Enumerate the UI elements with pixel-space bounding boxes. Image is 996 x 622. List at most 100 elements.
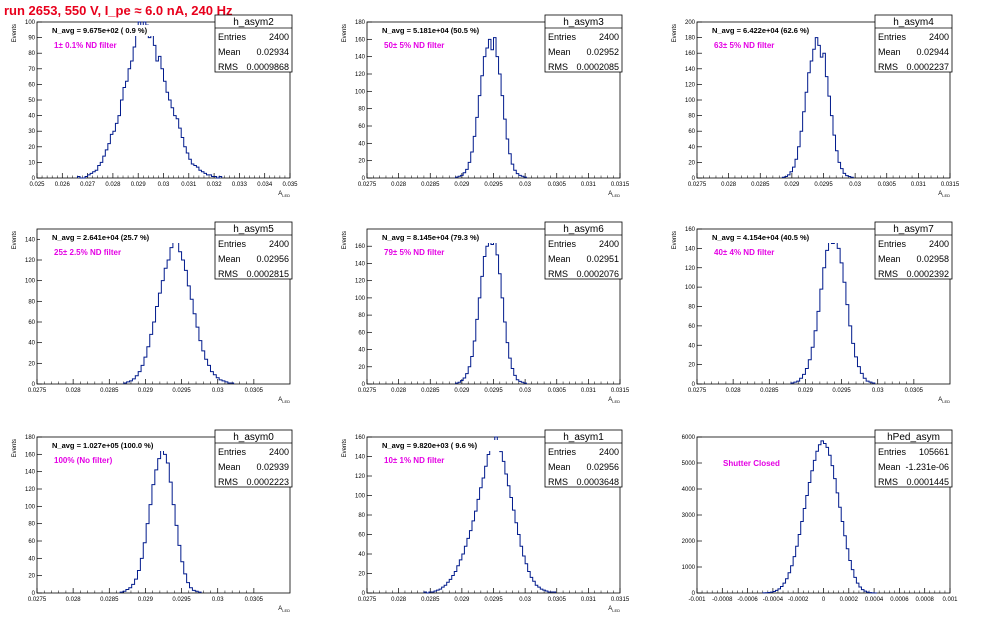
x-tick-label: 0.0305 (878, 182, 897, 188)
filter-annotation: 25± 2.5% ND filter (54, 248, 121, 257)
x-tick-label: 0.03 (872, 388, 884, 394)
y-tick-label: 40 (28, 556, 35, 562)
stats-label: RMS (878, 269, 898, 279)
x-tick-label: 0.029 (784, 182, 800, 188)
stats-box (214, 221, 293, 280)
x-tick-label: 0.001 (942, 597, 958, 603)
y-tick-label: 40 (358, 348, 365, 354)
y-tick-label: 20 (358, 572, 365, 578)
stats-value: 2400 (599, 32, 619, 42)
histogram-line (781, 37, 854, 178)
y-tick-label: 180 (355, 20, 366, 26)
y-tick-label: 70 (28, 67, 35, 73)
y-tick-label: 40 (688, 145, 695, 151)
y-tick-label: 140 (355, 455, 366, 461)
y-tick-label: 120 (25, 258, 36, 264)
x-tick-label: 0.029 (454, 182, 470, 188)
x-tick-label: 0.0285 (100, 388, 119, 394)
x-axis-label: ALED (278, 397, 290, 404)
x-axis-label: ALED (608, 606, 620, 613)
x-tick-label: 0.0285 (421, 182, 440, 188)
x-tick-label: -0.0006 (737, 597, 758, 603)
y-tick-label: 40 (358, 141, 365, 147)
y-tick-label: 100 (25, 20, 36, 26)
x-axis-label: ALED (938, 191, 950, 198)
x-tick-label: 0.0285 (421, 388, 440, 394)
y-tick-label: 160 (355, 37, 366, 43)
x-tick-label: -0.0008 (712, 597, 733, 603)
x-tick-label: 0.03 (212, 388, 224, 394)
histogram-line (423, 436, 556, 594)
x-tick-label: 0 (822, 597, 826, 603)
y-tick-label: 60 (28, 82, 35, 88)
y-tick-label: 200 (685, 20, 696, 26)
y-tick-label: 80 (28, 299, 35, 305)
x-tick-label: 0.0295 (832, 388, 851, 394)
stats-value: 0.02951 (586, 254, 619, 264)
stats-value: 2400 (929, 239, 949, 249)
stats-box (544, 221, 623, 280)
x-tick-label: 0.03 (519, 182, 531, 188)
stats-value: -1.231e-06 (905, 462, 949, 472)
stats-value: 0.02952 (586, 47, 619, 57)
y-tick-label: 1000 (682, 565, 696, 571)
y-tick-label: 2000 (682, 539, 696, 545)
x-tick-label: 0.029 (131, 182, 147, 188)
y-tick-label: 40 (28, 114, 35, 120)
x-tick-label: 0.031 (181, 182, 197, 188)
stats-value: 2400 (269, 447, 289, 457)
y-tick-label: 100 (355, 494, 366, 500)
navg-box (700, 25, 848, 36)
y-tick-label: 140 (685, 246, 696, 252)
histogram-name: h_asym1 (563, 432, 604, 443)
x-tick-label: 0.029 (138, 597, 154, 603)
navg-box (40, 232, 188, 243)
stats-value: 2400 (269, 239, 289, 249)
x-tick-label: 0.0305 (905, 388, 924, 394)
x-tick-label: 0.03 (519, 597, 531, 603)
filter-annotation: 10± 1% ND filter (384, 456, 444, 465)
stats-value: 0.0002815 (246, 269, 289, 279)
x-tick-label: 0.0305 (245, 388, 264, 394)
y-tick-label: 100 (685, 98, 696, 104)
stats-value: 2400 (599, 239, 619, 249)
y-tick-label: 20 (688, 160, 695, 166)
navg-box (370, 440, 518, 451)
y-tick-label: 120 (355, 279, 366, 285)
stats-value: 0.02939 (256, 462, 289, 472)
histogram-line (76, 21, 223, 179)
x-tick-label: 0.0305 (548, 388, 567, 394)
x-tick-label: 0.03 (158, 182, 170, 188)
x-tick-label: 0.0295 (814, 182, 833, 188)
stats-label: RMS (878, 477, 898, 487)
navg-box (40, 25, 188, 36)
stats-box (874, 14, 953, 73)
stats-label: Mean (218, 462, 241, 472)
navg-text: N_avg = 9.820e+03 ( 9.6 %) (382, 441, 478, 450)
x-tick-label: 0.031 (911, 182, 927, 188)
y-tick-label: 60 (28, 320, 35, 326)
x-tick-label: 0.0295 (484, 388, 503, 394)
y-tick-label: 80 (28, 51, 35, 57)
x-tick-label: -0.0002 (788, 597, 809, 603)
y-tick-label: 60 (688, 324, 695, 330)
y-tick-label: 120 (25, 487, 36, 493)
x-tick-label: 0.03 (212, 597, 224, 603)
stats-label: Entries (218, 447, 247, 457)
stats-value: 0.0003648 (576, 477, 619, 487)
stats-label: Mean (218, 254, 241, 264)
y-tick-label: 140 (685, 67, 696, 73)
stats-label: Entries (548, 239, 577, 249)
y-tick-label: 140 (355, 55, 366, 61)
stats-value: 0.0002237 (906, 62, 949, 72)
x-tick-label: 0.028 (726, 388, 742, 394)
y-axis-label: Events (12, 231, 18, 249)
y-axis-label: Events (342, 439, 348, 457)
histogram-panel: 0.0275 0.028 0.0285 0.029 0.0295 0.03 0.0305 0 2… (12, 429, 293, 613)
histogram-line (455, 235, 527, 384)
y-tick-label: 160 (25, 452, 36, 458)
y-tick-label: 160 (685, 227, 696, 233)
x-tick-label: -0.0004 (763, 597, 784, 603)
filter-annotation: 50± 5% ND filter (384, 41, 444, 50)
x-tick-label: 0.029 (798, 388, 814, 394)
